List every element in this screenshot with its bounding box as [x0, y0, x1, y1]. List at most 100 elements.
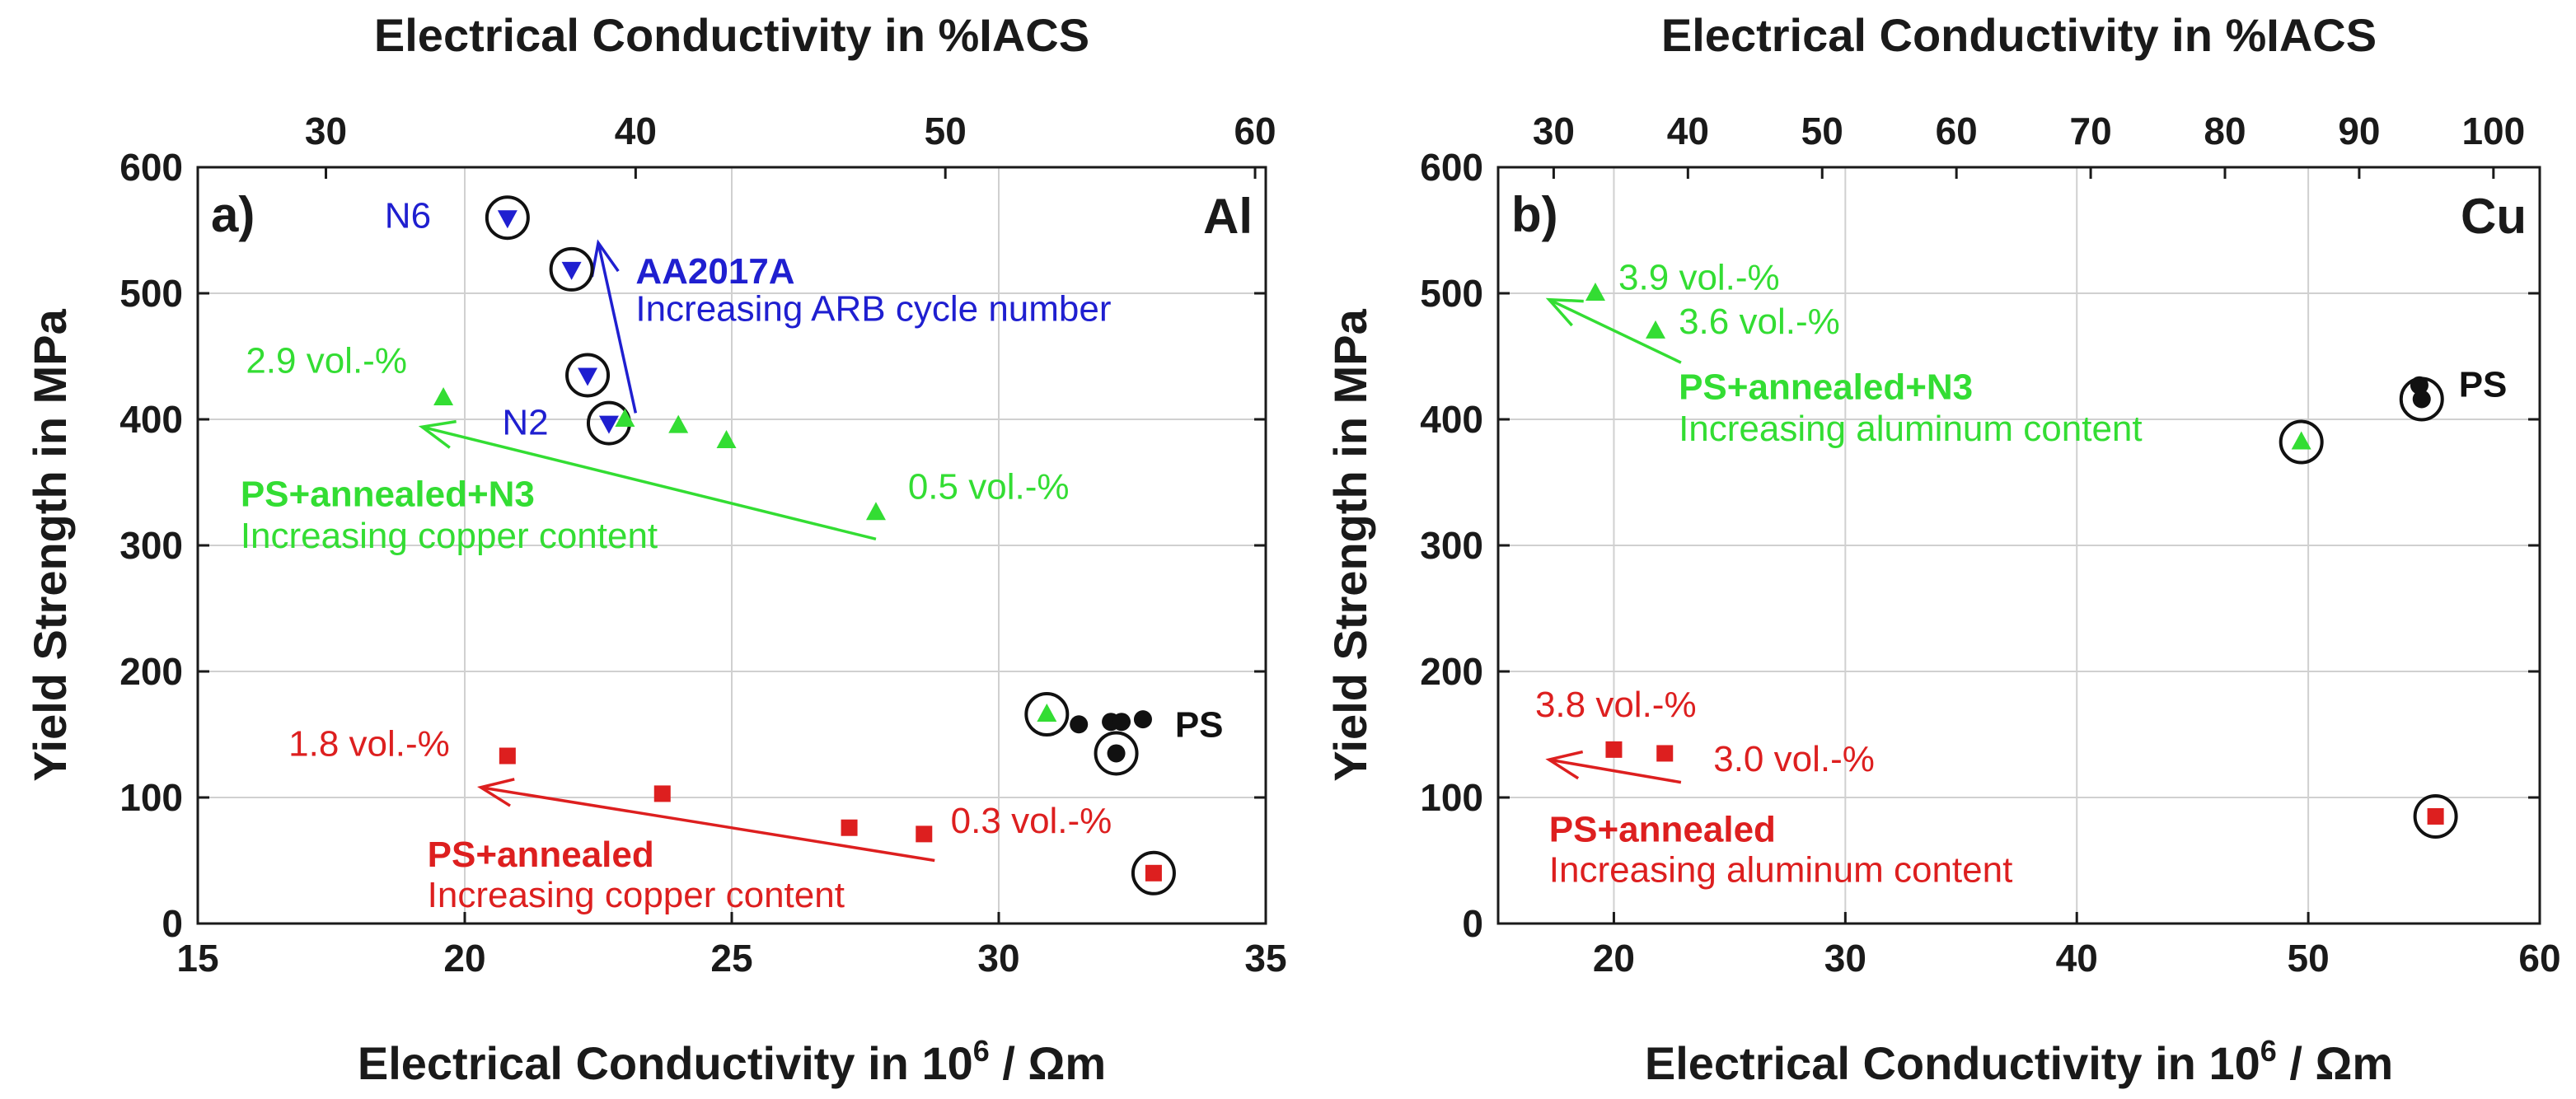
- data-point: [1037, 704, 1057, 723]
- data-point: [1656, 745, 1674, 762]
- top-tick-label: 50: [1801, 110, 1843, 152]
- top-axis-title: Electrical Conductivity in %IACS: [1661, 9, 2377, 61]
- data-point: [1585, 283, 1605, 301]
- data-point: [497, 210, 518, 229]
- panel-label: b): [1511, 187, 1558, 242]
- highlight-ring: [549, 246, 594, 292]
- annotation-label: 2.9 vol.-%: [246, 340, 407, 381]
- trend-arrow-head: [1545, 750, 1584, 780]
- x-tick-label: 20: [443, 937, 485, 980]
- highlight-ring: [1024, 692, 1070, 737]
- top-tick-label: 90: [2338, 110, 2380, 152]
- y-axis-title: Yield Strength in MPa: [1324, 308, 1376, 781]
- y-tick-label: 400: [119, 398, 183, 441]
- trend-arrow-line: [1548, 298, 1682, 364]
- material-label: Cu: [2461, 189, 2527, 244]
- top-tick-label: 100: [2461, 110, 2525, 152]
- highlight-ring: [565, 353, 611, 398]
- y-tick-label: 300: [1420, 524, 1483, 567]
- data-point: [2427, 807, 2444, 825]
- trend-arrow-head: [590, 239, 620, 278]
- top-tick-label: 40: [615, 110, 657, 152]
- x-axis-title-tail: / Ωm: [990, 1037, 1106, 1089]
- series-ps-annealed-n3: [433, 386, 1070, 737]
- x-tick-label: 20: [1593, 937, 1635, 980]
- annotation-label: N6: [385, 195, 431, 236]
- data-point: [916, 825, 933, 843]
- data-point: [1605, 741, 1623, 758]
- data-point: [1145, 864, 1162, 882]
- annotation-label: PS+annealed+N3: [241, 475, 535, 515]
- y-axis-title: Yield Strength in MPa: [24, 308, 76, 781]
- y-tick-label: 500: [1420, 272, 1483, 315]
- data-point: [2412, 390, 2431, 409]
- annotation-label: PS: [2459, 364, 2508, 405]
- material-label: Al: [1203, 189, 1253, 244]
- data-point: [561, 261, 582, 280]
- top-tick-label: 60: [1936, 110, 1978, 152]
- panel-label: a): [211, 187, 255, 242]
- x-tick-label: 25: [710, 937, 752, 980]
- y-tick-label: 0: [162, 902, 183, 945]
- top-tick-label: 70: [2069, 110, 2111, 152]
- series-ps-annealed: [1605, 741, 2458, 839]
- series-ps-annealed-n3: [1585, 283, 2324, 465]
- highlight-ring: [1131, 850, 1176, 896]
- highlight-ring: [1094, 731, 1139, 776]
- data-point: [668, 414, 689, 433]
- x-axis-title-sup: 6: [973, 1034, 990, 1068]
- annotation-label: Increasing aluminum content: [1679, 409, 2143, 449]
- trend-arrow-head: [418, 419, 457, 449]
- annotation-label: Increasing aluminum content: [1549, 850, 2013, 891]
- top-tick-label: 50: [925, 110, 967, 152]
- annotation-label: PS+annealed: [1549, 810, 1776, 850]
- top-tick-label: 60: [1234, 110, 1276, 152]
- x-tick-label: 50: [2288, 937, 2330, 980]
- data-point: [615, 409, 635, 427]
- trend-arrow-line: [421, 425, 877, 541]
- x-axis-title: Electrical Conductivity in 106 / Ωm: [358, 1034, 1106, 1089]
- data-point: [433, 386, 454, 405]
- top-tick-label: 30: [1533, 110, 1575, 152]
- annotation-label: 0.5 vol.-%: [908, 466, 1070, 507]
- top-tick-label: 40: [1667, 110, 1709, 152]
- x-axis-title-tail: / Ωm: [2277, 1037, 2393, 1089]
- data-point: [1107, 744, 1126, 763]
- data-point: [1133, 710, 1152, 729]
- x-axis-title-main: Electrical Conductivity in 10: [358, 1037, 973, 1089]
- annotation-label: 0.3 vol.-%: [951, 801, 1112, 841]
- data-point: [653, 785, 671, 802]
- y-tick-label: 300: [119, 524, 183, 567]
- x-tick-label: 35: [1244, 937, 1286, 980]
- annotation-label: Increasing copper content: [428, 875, 845, 915]
- annotation-label: 3.0 vol.-%: [1713, 739, 1875, 779]
- x-tick-label: 30: [977, 937, 1019, 980]
- series-ps: [1070, 710, 1152, 776]
- series-aa2017a: [485, 195, 631, 446]
- series-ps-annealed: [499, 747, 1176, 896]
- x-axis-title: Electrical Conductivity in 106 / Ωm: [1645, 1034, 2393, 1089]
- data-point: [578, 367, 598, 386]
- data-point: [1070, 715, 1089, 734]
- trend-arrow-line: [1548, 758, 1682, 784]
- y-tick-label: 400: [1420, 398, 1483, 441]
- highlight-ring: [2399, 376, 2444, 422]
- y-tick-label: 100: [119, 776, 183, 819]
- trend-arrow-line: [480, 786, 935, 863]
- annotation-label: 3.6 vol.-%: [1679, 302, 1840, 342]
- top-axis-title: Electrical Conductivity in %IACS: [374, 9, 1089, 61]
- y-tick-label: 100: [1420, 776, 1483, 819]
- annotation-label: Increasing ARB cycle number: [635, 289, 1111, 330]
- y-tick-label: 0: [1462, 902, 1483, 945]
- annotation-label: 3.8 vol.-%: [1535, 685, 1697, 725]
- annotation-label: AA2017A: [635, 251, 794, 292]
- chart-panel-a: 15 20 25 30 35 0 100 200 300 400 500 600 30 40 50 60 Ele…: [24, 9, 1287, 1089]
- trend-arrow-line: [597, 242, 638, 414]
- top-tick-label: 80: [2204, 110, 2246, 152]
- data-point: [499, 747, 516, 765]
- y-tick-label: 600: [1420, 146, 1483, 189]
- x-tick-label: 40: [2056, 937, 2098, 980]
- y-tick-label: 200: [1420, 650, 1483, 693]
